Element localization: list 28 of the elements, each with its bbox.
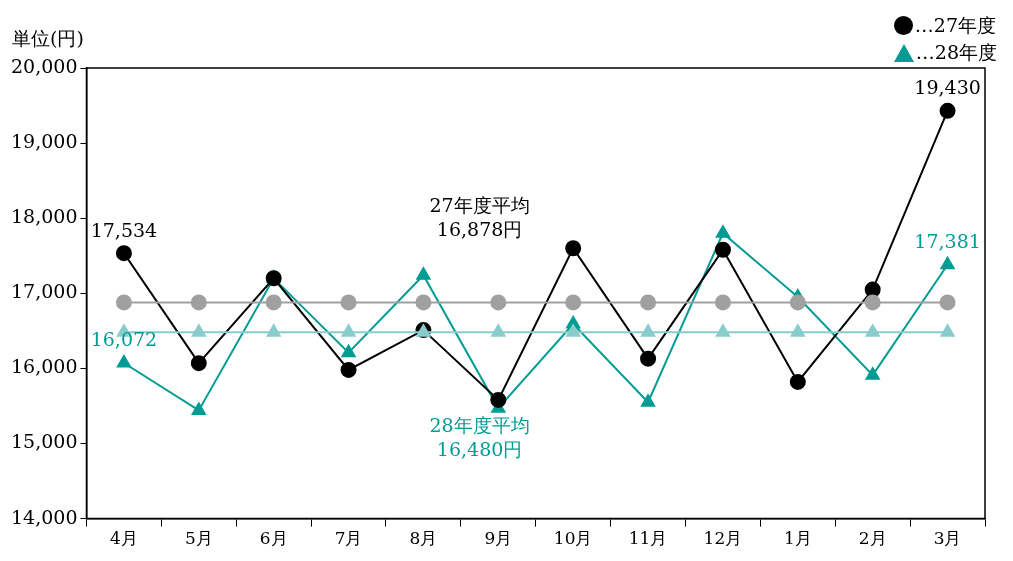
x-tick-label: 8月 (409, 528, 438, 549)
x-tick-label: 1月 (783, 528, 812, 549)
data-label: 19,430 (914, 76, 981, 99)
x-tick-label: 2月 (858, 528, 887, 549)
x-tick-label: 11月 (628, 528, 668, 549)
x-tick-label: 12月 (703, 528, 743, 549)
annotation: 28年度平均 16,480円 (429, 414, 530, 461)
x-tick-label: 10月 (553, 528, 593, 549)
y-tick-label: 20,000 (11, 54, 78, 77)
x-tick-label: 6月 (259, 528, 288, 549)
y-tick-label: 16,000 (11, 355, 78, 378)
data-label: 17,534 (90, 218, 158, 241)
y-tick-label: 14,000 (11, 505, 78, 528)
annotation: 27年度平均 16,878円 (429, 194, 530, 241)
y-axis-title: 単位(円) (12, 26, 84, 51)
legend-label: …28年度 (915, 39, 997, 65)
y-tick-label: 17,000 (11, 280, 78, 303)
x-tick-label: 3月 (933, 528, 962, 549)
y-tick-label: 15,000 (11, 430, 78, 453)
data-label: 17,381 (914, 230, 981, 253)
y-tick-label: 19,000 (11, 130, 78, 153)
legend-label: …27年度 (914, 12, 996, 38)
data-label: 16,072 (90, 328, 158, 351)
x-tick-label: 7月 (334, 528, 363, 549)
y-tick-label: 18,000 (11, 205, 78, 228)
x-tick-label: 4月 (110, 528, 138, 549)
x-tick-label: 5月 (184, 528, 213, 549)
x-tick-label: 9月 (484, 528, 513, 549)
